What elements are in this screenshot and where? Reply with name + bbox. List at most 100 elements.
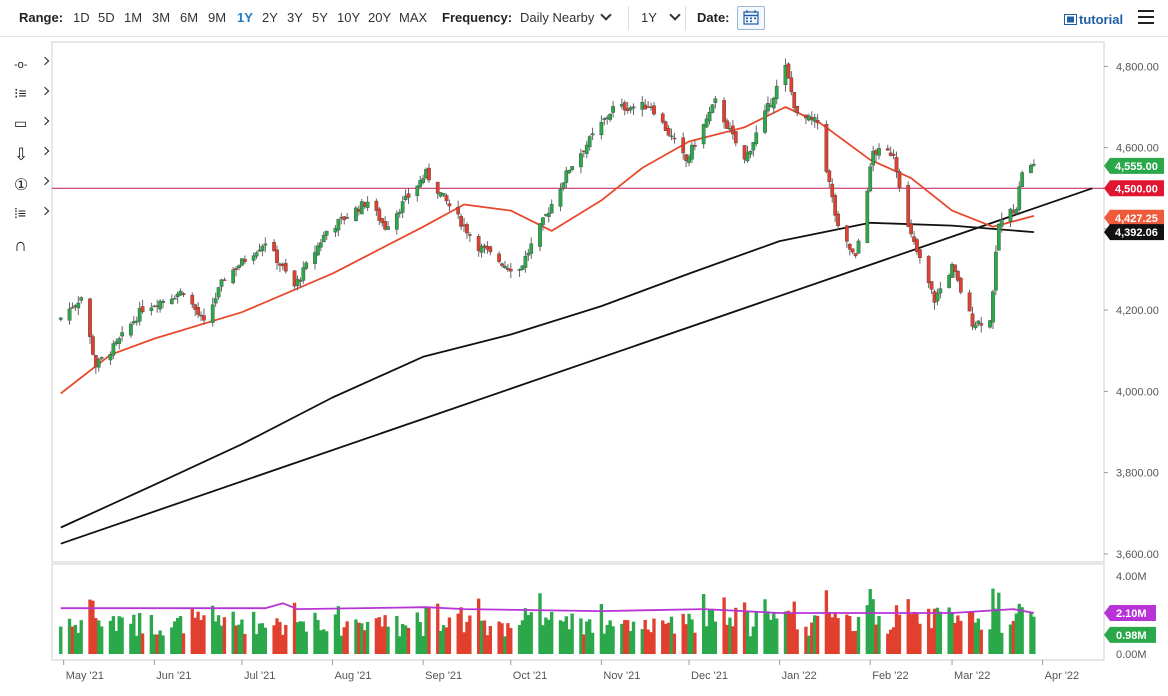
volume-bar: [620, 623, 624, 654]
range-5d[interactable]: 5D: [98, 10, 115, 25]
volume-bar: [599, 603, 604, 654]
volume-bar: [506, 623, 510, 654]
candle-body: [786, 63, 791, 79]
volume-bar: [889, 629, 893, 654]
volume-bar: [1000, 632, 1004, 654]
volume-bar: [1017, 603, 1021, 654]
candle-body: [672, 137, 677, 140]
volume-bar: [447, 617, 452, 654]
candle-body: [865, 190, 870, 243]
volume-current-tag-label: 0.98M: [1116, 630, 1147, 642]
candle-body: [1008, 208, 1013, 222]
volume-bar: [1032, 616, 1036, 654]
volume-bar: [263, 627, 267, 654]
volume-bar: [251, 611, 256, 654]
candle-body: [912, 236, 916, 242]
volume-bar: [216, 615, 221, 654]
candle-body: [415, 185, 420, 196]
volume-bar: [155, 634, 159, 654]
candle-body: [158, 300, 162, 310]
volume-bar: [211, 605, 215, 654]
film-icon: [1064, 14, 1077, 25]
x-tick-label: May '21: [66, 670, 104, 682]
volume-bar: [897, 614, 902, 654]
range-max[interactable]: MAX: [399, 10, 428, 25]
candle-body: [304, 262, 309, 269]
volume-bar: [684, 624, 688, 654]
range-5y[interactable]: 5Y: [312, 10, 328, 25]
candle-body: [885, 148, 890, 151]
arrow-tool[interactable]: ⇩: [14, 145, 52, 167]
volume-bar: [175, 617, 180, 654]
volume-bar: [441, 625, 446, 654]
fibonacci-tool[interactable]: ⁞≡: [14, 205, 52, 227]
volume-tick-label: 4.00M: [1116, 571, 1147, 583]
volume-bar: [383, 615, 387, 654]
volume-bar: [345, 621, 349, 654]
volume-bar: [693, 632, 697, 654]
volume-bar: [538, 593, 542, 654]
range-3y[interactable]: 3Y: [287, 10, 303, 25]
candle-body: [500, 263, 504, 266]
volume-bar: [117, 616, 121, 654]
volume-bar: [132, 614, 136, 654]
range-2y[interactable]: 2Y: [262, 10, 278, 25]
range-1y[interactable]: 1Y: [237, 10, 253, 25]
calendar-button[interactable]: [737, 6, 765, 30]
volume-bar: [517, 625, 522, 654]
candle-body: [386, 226, 390, 230]
candle-body: [222, 279, 227, 281]
candle-body: [318, 242, 323, 248]
volume-bar: [360, 623, 364, 654]
period-select[interactable]: 1Y: [641, 9, 681, 25]
range-3m[interactable]: 3M: [152, 10, 171, 25]
candle-body: [909, 223, 913, 235]
volume-bar: [815, 615, 820, 654]
annotation-tool[interactable]: ①: [14, 175, 52, 197]
candle-body: [827, 170, 832, 183]
volume-average-tag: [1104, 605, 1156, 622]
candle-body: [67, 308, 72, 321]
magnet-tool[interactable]: ∩: [14, 235, 52, 257]
volume-bar: [772, 613, 776, 654]
candle-body: [275, 249, 279, 263]
trend-lines-tool[interactable]: ⁝≡: [14, 85, 52, 107]
range-9m[interactable]: 9M: [208, 10, 227, 25]
range-20y[interactable]: 20Y: [368, 10, 392, 25]
candle-body: [958, 277, 963, 293]
range-10y[interactable]: 10Y: [337, 10, 361, 25]
range-6m[interactable]: 6M: [180, 10, 199, 25]
hamburger-menu-icon[interactable]: [1138, 10, 1154, 24]
volume-bar: [585, 621, 589, 654]
candle-body: [611, 106, 615, 113]
candle-body: [444, 195, 449, 202]
candle-body: [751, 142, 756, 151]
candle-body: [988, 320, 992, 328]
candle-body: [663, 121, 668, 131]
volume-bar: [754, 611, 758, 654]
candle-body: [789, 77, 794, 93]
candle-body: [570, 166, 575, 170]
shapes-tool-icon: ▭: [14, 115, 28, 131]
volume-bar: [526, 615, 530, 654]
candle-body: [584, 144, 589, 154]
shapes-tool[interactable]: ▭: [14, 115, 52, 137]
volume-bar: [792, 601, 796, 654]
volume-bar: [824, 590, 829, 654]
volume-bar: [579, 618, 583, 654]
tutorial-link[interactable]: tutorial: [1064, 12, 1123, 27]
candle-body: [231, 269, 236, 284]
volume-bar: [479, 620, 484, 654]
x-tick-label: Apr '22: [1045, 670, 1080, 682]
candle-body: [956, 270, 960, 281]
range-1m[interactable]: 1M: [124, 10, 143, 25]
crosshair-tool[interactable]: -o-: [14, 55, 52, 77]
volume-bar: [950, 612, 954, 654]
volume-bar: [254, 634, 259, 654]
volume-bar: [444, 627, 449, 654]
frequency-select[interactable]: Daily Nearby: [520, 9, 613, 25]
candle-body: [833, 195, 838, 216]
range-1d[interactable]: 1D: [73, 10, 90, 25]
candle-body: [508, 268, 513, 272]
